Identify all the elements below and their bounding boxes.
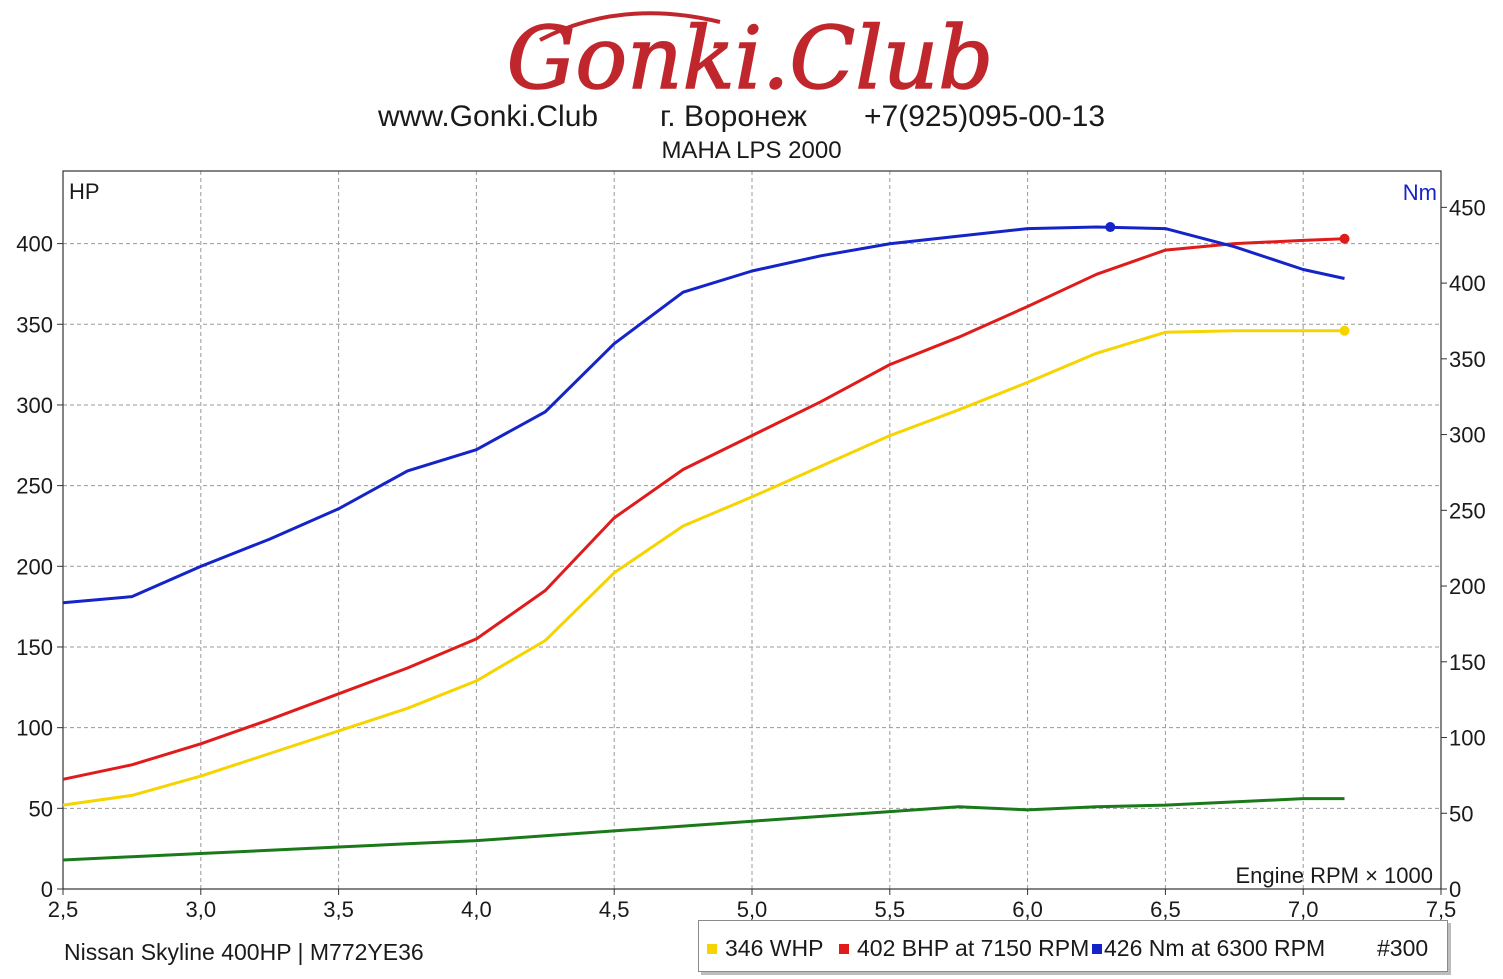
x-tick-label: 6,0 bbox=[1012, 897, 1043, 922]
y-tick-label-right: 50 bbox=[1449, 801, 1473, 826]
y-axis-label-left: HP bbox=[69, 179, 100, 204]
y-tick-label-left: 350 bbox=[16, 312, 53, 337]
x-tick-label: 4,0 bbox=[461, 897, 492, 922]
website: www.Gonki.Club bbox=[378, 100, 599, 133]
y-tick-label-right: 450 bbox=[1449, 195, 1486, 220]
phone: +7(925)095-00-13 bbox=[864, 100, 1106, 133]
y-tick-label-right: 0 bbox=[1449, 877, 1461, 902]
x-tick-label: 5,5 bbox=[875, 897, 906, 922]
x-tick-label: 2,5 bbox=[48, 897, 79, 922]
y-tick-label-left: 250 bbox=[16, 474, 53, 499]
series-line-loss bbox=[62, 797, 1345, 862]
x-tick-label: 5,0 bbox=[737, 897, 768, 922]
y-tick-label-left: 400 bbox=[16, 232, 53, 257]
y-tick-label-left: 100 bbox=[16, 716, 53, 741]
grid bbox=[63, 171, 1441, 889]
y-tick-label-left: 300 bbox=[16, 393, 53, 418]
y-tick-label-left: 200 bbox=[16, 554, 53, 579]
logo-text: Gonki.Club bbox=[507, 9, 994, 105]
x-tick-label: 3,5 bbox=[323, 897, 354, 922]
marker-whp bbox=[1339, 325, 1350, 336]
marker-torque bbox=[1105, 222, 1116, 233]
y-ticks-left: 0 50 100 150 200 250 300 350 400 bbox=[16, 232, 63, 902]
x-tick-label: 3,0 bbox=[186, 897, 217, 922]
y-tick-label-left: 0 bbox=[41, 877, 53, 902]
legend-torque-swatch bbox=[1092, 944, 1102, 954]
marker-bhp bbox=[1339, 233, 1350, 244]
legend-bhp-swatch bbox=[839, 944, 849, 954]
y-tick-label-left: 50 bbox=[29, 796, 53, 821]
legend-whp-swatch bbox=[707, 944, 717, 954]
y-axis-label-right: Nm bbox=[1403, 180, 1437, 205]
legend-whp-label: 346 WHP bbox=[725, 935, 824, 961]
legend-whp: 346 WHP bbox=[707, 935, 823, 962]
series-group bbox=[62, 225, 1345, 862]
x-tick-label: 6,5 bbox=[1150, 897, 1181, 922]
legend-torque: 426 Nm at 6300 RPM bbox=[1092, 935, 1326, 962]
legend-run-number: #300 bbox=[1377, 935, 1429, 961]
legend-bhp-label: 402 BHP at 7150 RPM bbox=[857, 935, 1090, 961]
y-tick-label-right: 350 bbox=[1449, 347, 1486, 372]
y-tick-label-right: 300 bbox=[1449, 423, 1486, 448]
legend-torque-label: 426 Nm at 6300 RPM bbox=[1104, 935, 1326, 961]
x-ticks: 2,5 3,0 3,5 4,0 4,5 5,0 5,5 6,0 6,5 7,0 7,5 bbox=[48, 889, 1457, 922]
y-tick-label-right: 200 bbox=[1449, 574, 1486, 599]
legend: 346 WHP 402 BHP at 7150 RPM 426 Nm at 63… bbox=[698, 920, 1448, 972]
vehicle-label: Nissan Skyline 400HP | M772YE36 bbox=[64, 939, 424, 965]
series-line-bhp bbox=[62, 237, 1345, 781]
y-tick-label-right: 150 bbox=[1449, 650, 1486, 675]
dyno-model: MAHA LPS 2000 bbox=[661, 137, 842, 164]
y-ticks-right: 0 50 100 150 200 250 300 350 400 450 bbox=[1441, 195, 1486, 902]
y-tick-label-right: 250 bbox=[1449, 498, 1486, 523]
legend-bhp: 402 BHP at 7150 RPM bbox=[839, 935, 1089, 962]
marker-group bbox=[1105, 222, 1350, 336]
x-tick-label: 4,5 bbox=[599, 897, 630, 922]
y-tick-label-right: 100 bbox=[1449, 726, 1486, 751]
y-tick-label-right: 400 bbox=[1449, 271, 1486, 296]
gonki-club-logo: Gonki.Club bbox=[506, 8, 994, 105]
x-axis-label: Engine RPM × 1000 bbox=[1235, 863, 1433, 888]
logo-swoosh bbox=[539, 11, 721, 42]
y-tick-label-left: 150 bbox=[16, 635, 53, 660]
series-line-whp bbox=[62, 329, 1345, 807]
series-line-torque bbox=[62, 225, 1345, 605]
x-tick-label: 7,0 bbox=[1288, 897, 1319, 922]
x-tick-label: 7,5 bbox=[1426, 897, 1457, 922]
city: г. Воронеж bbox=[660, 100, 807, 133]
